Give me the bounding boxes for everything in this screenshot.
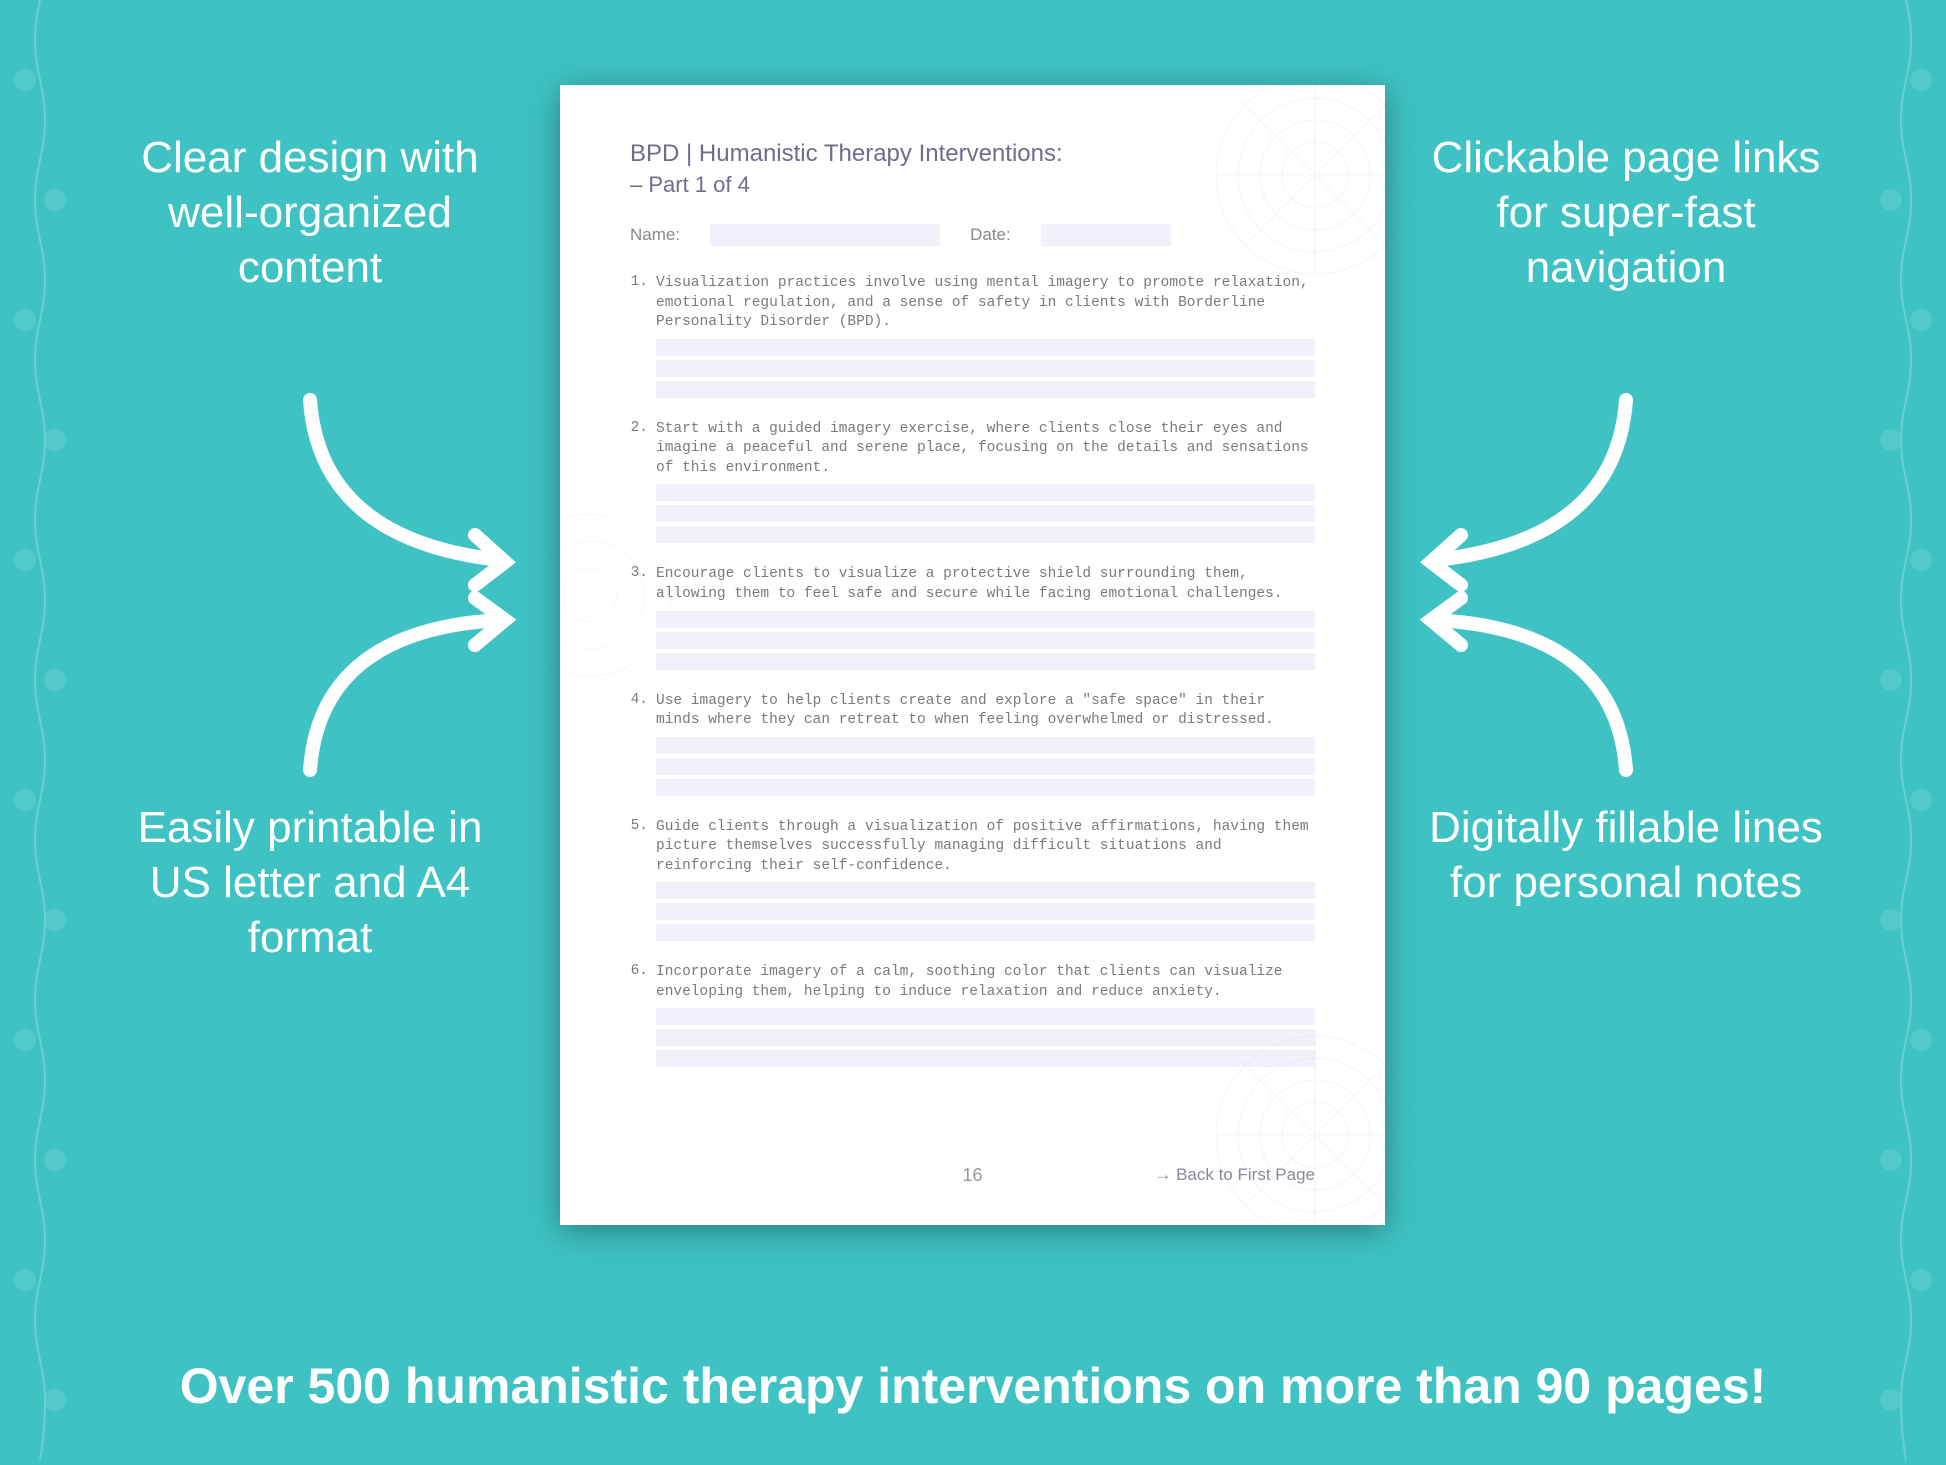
fill-line[interactable] [656, 758, 1315, 775]
name-input[interactable] [710, 224, 940, 246]
item-number: 5. [630, 818, 648, 877]
callout-bottom-right: Digitally fillable lines for personal no… [1426, 800, 1826, 910]
name-label: Name: [630, 225, 680, 245]
callout-top-left: Clear design with well-organized content [120, 130, 500, 295]
fill-lines [656, 737, 1315, 796]
item-text: Encourage clients to visualize a protect… [656, 565, 1315, 604]
intervention-item: 6.Incorporate imagery of a calm, soothin… [630, 963, 1315, 1067]
fill-line[interactable] [656, 484, 1315, 501]
date-input[interactable] [1041, 224, 1171, 246]
item-number: 4. [630, 692, 648, 731]
fill-line[interactable] [656, 653, 1315, 670]
fill-line[interactable] [656, 611, 1315, 628]
intervention-item: 3.Encourage clients to visualize a prote… [630, 565, 1315, 669]
fill-line[interactable] [656, 381, 1315, 398]
item-text: Incorporate imagery of a calm, soothing … [656, 963, 1315, 1002]
fill-lines [656, 882, 1315, 941]
intervention-item: 1.Visualization practices involve using … [630, 274, 1315, 398]
fill-line[interactable] [656, 924, 1315, 941]
item-number: 1. [630, 274, 648, 333]
fill-line[interactable] [656, 360, 1315, 377]
back-to-first-link[interactable]: → Back to First Page [1154, 1165, 1315, 1185]
fill-line[interactable] [656, 882, 1315, 899]
arrow-top-right [1396, 380, 1656, 620]
fill-line[interactable] [656, 505, 1315, 522]
intervention-item: 2.Start with a guided imagery exercise, … [630, 420, 1315, 544]
callout-bottom-left: Easily printable in US letter and A4 for… [120, 800, 500, 965]
fill-lines [656, 339, 1315, 398]
item-text: Guide clients through a visualization of… [656, 818, 1315, 877]
page-title: BPD | Humanistic Therapy Interventions: [630, 140, 1315, 168]
callout-top-right: Clickable page links for super-fast navi… [1426, 130, 1826, 295]
item-text: Start with a guided imagery exercise, wh… [656, 420, 1315, 479]
fill-lines [656, 611, 1315, 670]
item-number: 2. [630, 420, 648, 479]
arrow-bottom-right [1396, 590, 1656, 790]
fill-lines [656, 484, 1315, 543]
name-date-row: Name: Date: [630, 224, 1315, 246]
item-number: 3. [630, 565, 648, 604]
fill-line[interactable] [656, 903, 1315, 920]
fill-line[interactable] [656, 339, 1315, 356]
page-number: 16 [962, 1165, 982, 1186]
arrow-top-left [280, 380, 540, 620]
fill-line[interactable] [656, 632, 1315, 649]
fill-line[interactable] [656, 737, 1315, 754]
fill-line[interactable] [656, 1008, 1315, 1025]
item-text: Visualization practices involve using me… [656, 274, 1315, 333]
fill-line[interactable] [656, 1029, 1315, 1046]
item-number: 6. [630, 963, 648, 1002]
fill-line[interactable] [656, 1050, 1315, 1067]
fill-line[interactable] [656, 526, 1315, 543]
page-footer: 16 → Back to First Page [630, 1165, 1315, 1185]
intervention-item: 5.Guide clients through a visualization … [630, 818, 1315, 942]
item-text: Use imagery to help clients create and e… [656, 692, 1315, 731]
fill-line[interactable] [656, 779, 1315, 796]
floral-border-left [0, 0, 80, 1460]
fill-lines [656, 1008, 1315, 1067]
items-list: 1.Visualization practices involve using … [630, 274, 1315, 1067]
bottom-banner: Over 500 humanistic therapy intervention… [0, 1357, 1946, 1415]
date-label: Date: [970, 225, 1011, 245]
arrow-bottom-left [280, 590, 540, 790]
floral-border-right [1866, 0, 1946, 1460]
page-subtitle: – Part 1 of 4 [630, 172, 1315, 198]
document-page: BPD | Humanistic Therapy Interventions: … [560, 85, 1385, 1225]
intervention-item: 4.Use imagery to help clients create and… [630, 692, 1315, 796]
